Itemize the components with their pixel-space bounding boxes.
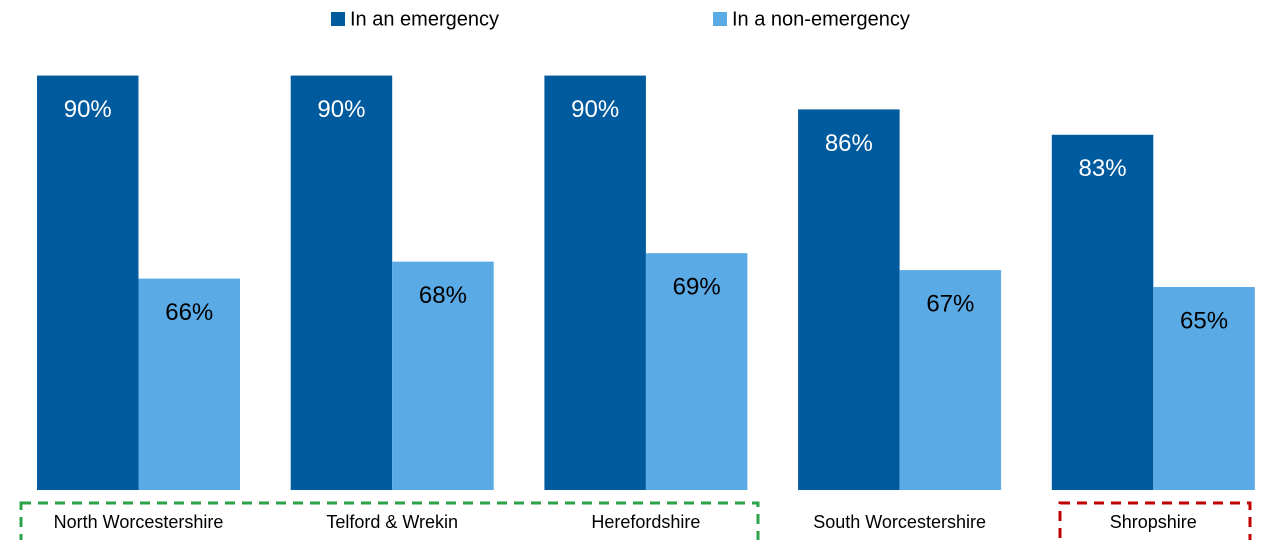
bar — [1153, 287, 1255, 490]
data-label: 83% — [1079, 155, 1127, 182]
legend-swatch — [331, 12, 345, 26]
data-label: 67% — [926, 290, 974, 317]
data-label: 68% — [419, 282, 467, 309]
data-label: 90% — [571, 96, 619, 123]
legend-label: In a non-emergency — [732, 8, 910, 30]
bar — [290, 75, 393, 491]
legend-label: In an emergency — [350, 8, 499, 30]
legend-swatch — [713, 12, 727, 26]
bar — [37, 75, 139, 491]
bar — [798, 109, 900, 491]
bar — [544, 75, 646, 491]
x-tick-label: Shropshire — [1110, 512, 1197, 532]
bar — [899, 270, 1002, 490]
x-tick-label: Telford & Wrekin — [326, 512, 458, 532]
x-tick-label: South Worcestershire — [813, 512, 986, 532]
highlight-box — [19, 501, 760, 540]
data-label: 90% — [317, 96, 365, 123]
x-tick-label: North Worcestershire — [54, 512, 224, 532]
data-label: 69% — [673, 274, 721, 301]
bar — [1051, 134, 1154, 490]
x-tick-label: Herefordshire — [591, 512, 700, 532]
bar — [392, 261, 494, 490]
bar — [138, 278, 240, 490]
highlight-box — [1058, 501, 1252, 540]
data-label: 90% — [64, 96, 112, 123]
bar — [645, 253, 748, 490]
data-label: 86% — [825, 130, 873, 157]
data-label: 65% — [1180, 307, 1228, 334]
data-label: 66% — [165, 299, 213, 326]
